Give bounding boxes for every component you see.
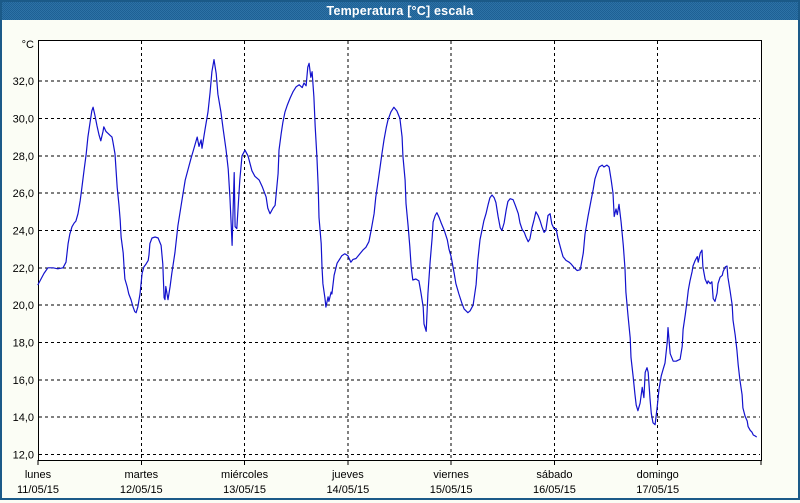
x-tick-date-label: 11/05/15 [17, 484, 59, 496]
x-tick-date-label: 13/05/15 [223, 484, 266, 496]
x-tick-date-label: 12/05/15 [120, 484, 163, 496]
y-tick-label: 22,0 [13, 263, 34, 275]
x-tick-day-label: martes [124, 469, 158, 481]
x-tick-date-label: 14/05/15 [326, 484, 369, 496]
x-tick-date-label: 15/05/15 [430, 484, 473, 496]
window-title: Temperatura [°C] escala [326, 4, 474, 18]
y-tick-label: 26,0 [13, 188, 34, 200]
x-tick-day-label: domingo [637, 469, 679, 481]
x-tick-date-label: 16/05/15 [533, 484, 576, 496]
plot-area [38, 40, 762, 461]
x-tick-day-label: sábado [536, 469, 572, 481]
x-tick-day-label: miércoles [221, 469, 269, 481]
y-tick-label: 24,0 [13, 225, 34, 237]
y-tick-label: 32,0 [13, 76, 34, 88]
y-tick-label: 28,0 [13, 151, 34, 163]
x-tick-day-label: lunes [25, 469, 52, 481]
x-tick-date-label: 17/05/15 [636, 484, 679, 496]
y-tick-label: 12,0 [13, 450, 34, 462]
window-title-bar[interactable]: Temperatura [°C] escala [2, 2, 798, 20]
y-tick-label: 30,0 [13, 113, 34, 125]
y-tick-label: 14,0 [13, 412, 34, 424]
y-tick-label: 16,0 [13, 375, 34, 387]
y-axis-unit-label: °C [22, 39, 34, 51]
y-tick-label: 20,0 [13, 300, 34, 312]
temperature-line [37, 58, 757, 438]
y-tick-label: 18,0 [13, 338, 34, 350]
x-tick-day-label: viernes [433, 469, 469, 481]
x-tick-day-label: jueves [331, 469, 364, 481]
